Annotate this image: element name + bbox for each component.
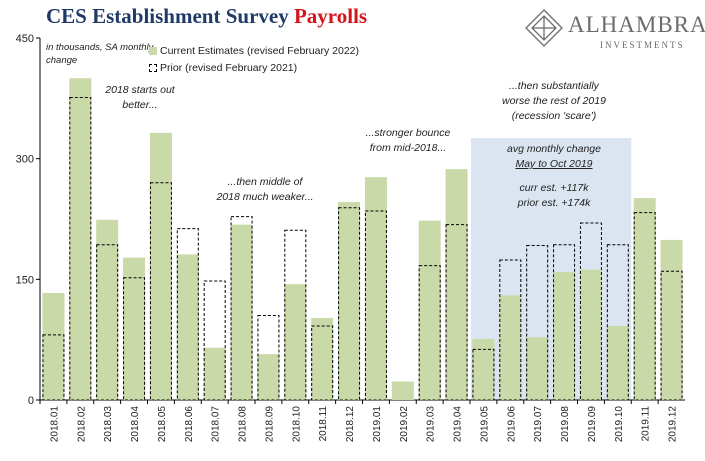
x-tick-label-2018.01: 2018.01 xyxy=(49,406,60,443)
x-tick-label-2019.05: 2019.05 xyxy=(479,406,490,443)
annotation-2018-start: 2018 starts out better... xyxy=(105,84,175,111)
bar-current-2019.09 xyxy=(579,269,602,400)
x-tick-label-2018.09: 2018.09 xyxy=(264,406,275,443)
x-tick-label-2019.11: 2019.11 xyxy=(641,406,652,442)
x-tick-label-2018.12: 2018.12 xyxy=(345,406,356,443)
y-tick-label-0: 0 xyxy=(28,395,34,407)
units-note: in thousands, SA monthly change xyxy=(46,42,154,66)
bar-current-2019.03 xyxy=(418,220,441,400)
annotation-avg-title: avg monthly change xyxy=(507,143,601,155)
y-tick-label-300: 300 xyxy=(16,154,34,166)
x-tick-label-2019.09: 2019.09 xyxy=(587,406,598,443)
bar-prior-2019.07 xyxy=(526,245,549,401)
annotation-bounce: ...stronger bounce from mid-2018... xyxy=(365,127,451,154)
bar-current-2018.08 xyxy=(230,224,253,400)
x-tick-label-2019.12: 2019.12 xyxy=(668,406,679,443)
bar-prior-2018.09 xyxy=(257,315,280,401)
bar-prior-2018.11 xyxy=(311,325,334,401)
title-part-1: CES Establishment Survey xyxy=(46,4,289,28)
bar-current-2018.02 xyxy=(69,78,92,400)
bar-current-2019.10 xyxy=(606,325,629,400)
bar-current-2019.07 xyxy=(526,337,549,400)
brand-subtitle: INVESTMENTS xyxy=(600,40,685,50)
x-tick-label-2018.08: 2018.08 xyxy=(238,406,249,443)
x-tick-label-2019.01: 2019.01 xyxy=(372,406,383,443)
bar-prior-2018.08 xyxy=(230,216,253,401)
legend-item-prior: Prior (revised February 2021) xyxy=(149,59,359,76)
annotation-worse-2019: ...then substantially worse the rest of … xyxy=(502,80,606,122)
bar-current-2018.06 xyxy=(176,254,199,400)
y-tick-label-450: 450 xyxy=(16,33,34,45)
bar-current-2019.05 xyxy=(472,338,495,400)
bar-current-2018.09 xyxy=(257,354,280,400)
chart-title: CES Establishment Survey Payrolls xyxy=(46,4,367,29)
x-tick-label-2018.05: 2018.05 xyxy=(157,406,168,443)
bar-prior-2018.06 xyxy=(176,228,199,401)
brand-diamond-icon xyxy=(525,9,563,47)
bar-current-2019.12 xyxy=(660,239,683,400)
bar-prior-2019.01 xyxy=(364,210,387,401)
x-tick-label-2018.04: 2018.04 xyxy=(130,406,141,443)
bar-prior-2018.04 xyxy=(123,277,146,401)
annotation-mid-2018: ...then middle of 2018 much weaker... xyxy=(216,176,314,203)
title-part-2: Payrolls xyxy=(293,4,368,28)
x-tick-label-2018.07: 2018.07 xyxy=(211,406,222,443)
bar-current-2018.01 xyxy=(42,293,65,400)
legend-label-prior: Prior (revised February 2021) xyxy=(160,61,298,74)
bar-current-2018.07 xyxy=(203,347,226,400)
bar-current-2019.11 xyxy=(633,198,656,400)
x-tick-label-2018.02: 2018.02 xyxy=(76,406,87,443)
bar-current-2019.04 xyxy=(445,169,468,400)
highlight-band xyxy=(471,138,632,400)
bar-prior-2019.03 xyxy=(418,265,441,401)
bar-prior-2018.01 xyxy=(42,334,65,401)
bar-prior-2019.12 xyxy=(660,270,683,401)
bar-prior-2018.10 xyxy=(284,229,307,401)
annotation-avg-period: May to Oct 2019 xyxy=(515,158,593,170)
x-tick-label-2019.02: 2019.02 xyxy=(399,406,410,443)
bar-current-2018.11 xyxy=(311,317,334,400)
bar-current-2019.08 xyxy=(553,272,576,400)
bar-prior-2018.05 xyxy=(149,182,172,401)
bar-prior-2018.03 xyxy=(96,244,119,401)
brand-logo: ALHAMBRA INVESTMENTS xyxy=(522,8,705,50)
bar-prior-2019.06 xyxy=(499,259,522,401)
x-tick-label-2019.06: 2019.06 xyxy=(506,406,517,443)
bar-current-2018.03 xyxy=(96,219,119,400)
legend-swatch-current xyxy=(149,46,157,55)
bar-current-2018.10 xyxy=(284,284,307,400)
legend-item-current: Current Estimates (revised February 2022… xyxy=(149,42,359,59)
bar-prior-2018.07 xyxy=(203,280,226,401)
x-tick-label-2019.03: 2019.03 xyxy=(426,406,437,443)
legend-label-current: Current Estimates (revised February 2022… xyxy=(160,44,359,57)
annotation-avg-values: curr est. +117k prior est. +174k xyxy=(517,182,591,209)
bar-current-2018.12 xyxy=(338,202,361,400)
bar-prior-2019.11 xyxy=(633,212,656,401)
y-tick-label-150: 150 xyxy=(16,274,34,286)
bar-prior-2019.10 xyxy=(606,244,629,401)
x-tick-label-2019.08: 2019.08 xyxy=(560,406,571,443)
brand-name: ALHAMBRA xyxy=(568,12,705,37)
bar-current-2018.05 xyxy=(149,132,172,400)
bar-prior-2018.02 xyxy=(69,97,92,401)
bar-prior-2019.04 xyxy=(445,224,468,401)
bar-prior-2018.12 xyxy=(338,207,361,401)
bar-current-2019.01 xyxy=(364,177,387,400)
legend-swatch-prior xyxy=(149,63,157,72)
x-tick-label-2018.03: 2018.03 xyxy=(103,406,114,443)
x-tick-label-2019.04: 2019.04 xyxy=(453,406,464,443)
bar-current-2018.04 xyxy=(123,257,146,400)
x-tick-label-2018.11: 2018.11 xyxy=(318,406,329,442)
bar-prior-2019.09 xyxy=(579,222,602,401)
bar-prior-2019.05 xyxy=(472,348,495,401)
legend: Current Estimates (revised February 2022… xyxy=(149,42,359,76)
bar-prior-2019.08 xyxy=(553,244,576,401)
x-tick-label-2018.10: 2018.10 xyxy=(291,406,302,443)
bar-current-2019.02 xyxy=(391,381,414,400)
x-tick-label-2019.10: 2019.10 xyxy=(614,406,625,443)
bar-current-2019.06 xyxy=(499,295,522,400)
x-tick-label-2019.07: 2019.07 xyxy=(533,406,544,443)
x-tick-label-2018.06: 2018.06 xyxy=(184,406,195,443)
